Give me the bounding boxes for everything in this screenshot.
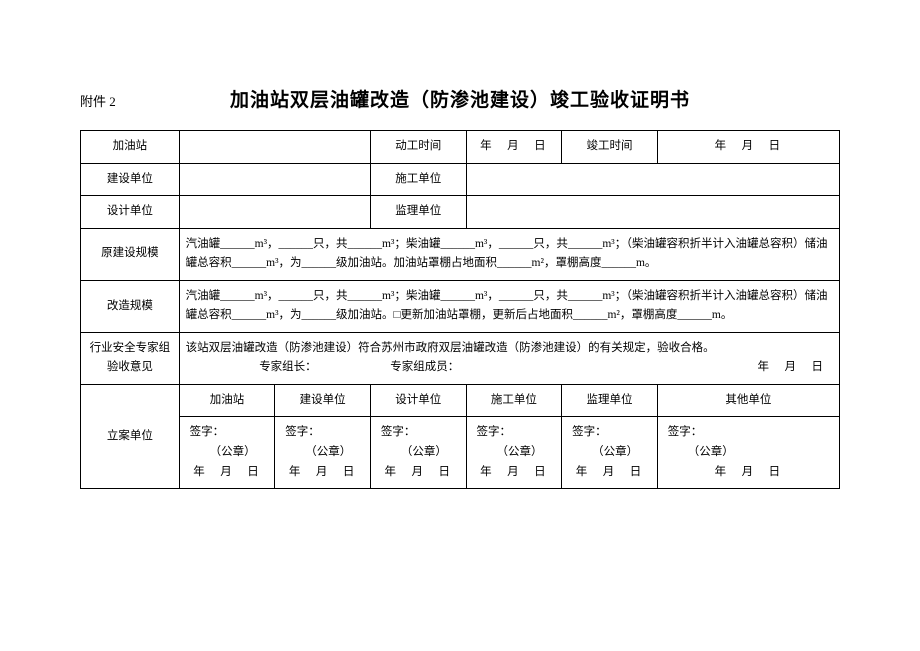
label-build-unit: 建设单位 [81, 163, 180, 196]
seal-label: （公章） [568, 443, 651, 463]
seal-label: （公章） [186, 443, 269, 463]
expert-leader-label: 专家组长： [186, 358, 391, 378]
sign-date: 年 月 日 [281, 463, 364, 483]
sign-station: 签字： （公章） 年 月 日 [179, 417, 275, 489]
text-modify-scale: 汽油罐______m³，______只，共______m³；柴油罐______m… [179, 280, 839, 332]
seal-label: （公章） [473, 443, 556, 463]
label-complete-time: 竣工时间 [562, 131, 658, 164]
row-design-unit: 设计单位 监理单位 [81, 196, 840, 229]
value-station [179, 131, 370, 164]
label-construct-unit: 施工单位 [370, 163, 466, 196]
value-complete-time: 年 月 日 [657, 131, 839, 164]
sign-supervise: 签字： （公章） 年 月 日 [562, 417, 658, 489]
seal-label: （公章） [377, 443, 460, 463]
value-build-unit [179, 163, 370, 196]
row-station-time: 加油站 动工时间 年 月 日 竣工时间 年 月 日 [81, 131, 840, 164]
sign-date: 年 月 日 [568, 463, 651, 483]
row-build-unit: 建设单位 施工单位 [81, 163, 840, 196]
expert-date: 年 月 日 [633, 358, 833, 378]
text-expert-opinion: 该站双层油罐改造（防渗池建设）符合苏州市政府双层油罐改造（防渗池建设）的有关规定… [179, 332, 839, 384]
value-design-unit [179, 196, 370, 229]
label-filing-unit: 立案单位 [81, 384, 180, 488]
value-supervise-unit [466, 196, 839, 229]
sign-other: 签字： （公章） 年 月 日 [657, 417, 839, 489]
attachment-label: 附件 2 [80, 91, 230, 110]
row-filing-sign: 签字： （公章） 年 月 日 签字： （公章） 年 月 日 签字： （公章） 年… [81, 417, 840, 489]
sign-date: 年 月 日 [186, 463, 269, 483]
col-other: 其他单位 [657, 384, 839, 417]
label-modify-scale: 改造规模 [81, 280, 180, 332]
label-station: 加油站 [81, 131, 180, 164]
header-row: 附件 2 加油站双层油罐改造（防渗池建设）竣工验收证明书 [80, 85, 840, 112]
sign-label: 签字： [473, 423, 556, 443]
label-expert-opinion: 行业安全专家组验收意见 [81, 332, 180, 384]
label-original-scale: 原建设规模 [81, 228, 180, 280]
sign-construct: 签字： （公章） 年 月 日 [466, 417, 562, 489]
page-title: 加油站双层油罐改造（防渗池建设）竣工验收证明书 [230, 85, 690, 112]
col-supervise: 监理单位 [562, 384, 658, 417]
text-original-scale: 汽油罐______m³，______只，共______m³；柴油罐______m… [179, 228, 839, 280]
seal-label: （公章） [281, 443, 364, 463]
seal-label: （公章） [664, 443, 833, 463]
row-filing-header: 立案单位 加油站 建设单位 设计单位 施工单位 监理单位 其他单位 [81, 384, 840, 417]
sign-date: 年 月 日 [377, 463, 460, 483]
sign-label: 签字： [664, 423, 833, 443]
row-original-scale: 原建设规模 汽油罐______m³，______只，共______m³；柴油罐_… [81, 228, 840, 280]
expert-opinion-line1: 该站双层油罐改造（防渗池建设）符合苏州市政府双层油罐改造（防渗池建设）的有关规定… [186, 339, 833, 359]
label-supervise-unit: 监理单位 [370, 196, 466, 229]
label-design-unit: 设计单位 [81, 196, 180, 229]
col-design: 设计单位 [370, 384, 466, 417]
expert-member-label: 专家组成员： [390, 358, 633, 378]
sign-label: 签字： [377, 423, 460, 443]
sign-label: 签字： [186, 423, 269, 443]
expert-opinion-line2: 专家组长： 专家组成员： 年 月 日 [186, 358, 833, 378]
value-start-time: 年 月 日 [466, 131, 562, 164]
sign-build: 签字： （公章） 年 月 日 [275, 417, 371, 489]
col-construct: 施工单位 [466, 384, 562, 417]
sign-label: 签字： [281, 423, 364, 443]
col-station: 加油站 [179, 384, 275, 417]
sign-design: 签字： （公章） 年 月 日 [370, 417, 466, 489]
col-build: 建设单位 [275, 384, 371, 417]
row-modify-scale: 改造规模 汽油罐______m³，______只，共______m³；柴油罐__… [81, 280, 840, 332]
value-construct-unit [466, 163, 839, 196]
label-start-time: 动工时间 [370, 131, 466, 164]
sign-date: 年 月 日 [664, 463, 833, 483]
sign-label: 签字： [568, 423, 651, 443]
acceptance-form-table: 加油站 动工时间 年 月 日 竣工时间 年 月 日 建设单位 施工单位 设计单位… [80, 130, 840, 489]
row-expert-opinion: 行业安全专家组验收意见 该站双层油罐改造（防渗池建设）符合苏州市政府双层油罐改造… [81, 332, 840, 384]
sign-date: 年 月 日 [473, 463, 556, 483]
